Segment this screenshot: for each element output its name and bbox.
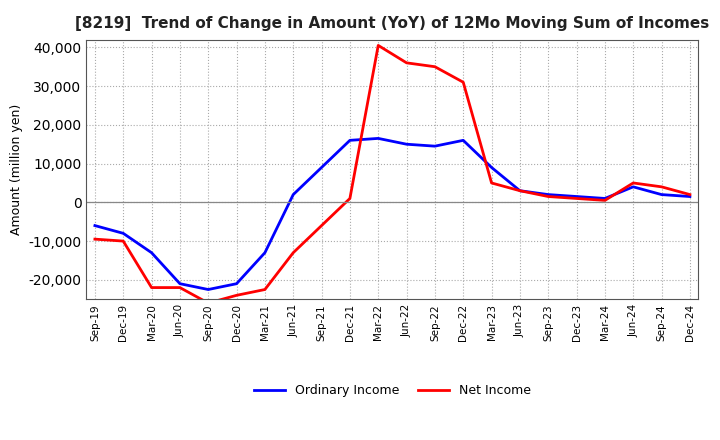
Ordinary Income <box>176 281 184 286</box>
Net Income <box>176 285 184 290</box>
Net Income <box>261 287 269 292</box>
Ordinary Income <box>204 287 212 292</box>
Ordinary Income <box>318 165 326 170</box>
Net Income <box>346 196 354 201</box>
Net Income <box>119 238 127 244</box>
Ordinary Income <box>516 188 524 193</box>
Ordinary Income <box>685 194 694 199</box>
Net Income <box>600 198 609 203</box>
Net Income <box>91 237 99 242</box>
Ordinary Income <box>119 231 127 236</box>
Ordinary Income <box>402 142 411 147</box>
Ordinary Income <box>233 281 241 286</box>
Net Income <box>685 192 694 197</box>
Title: [8219]  Trend of Change in Amount (YoY) of 12Mo Moving Sum of Incomes: [8219] Trend of Change in Amount (YoY) o… <box>76 16 709 32</box>
Ordinary Income <box>572 194 581 199</box>
Y-axis label: Amount (million yen): Amount (million yen) <box>10 104 23 235</box>
Net Income <box>657 184 666 190</box>
Ordinary Income <box>346 138 354 143</box>
Ordinary Income <box>487 165 496 170</box>
Line: Ordinary Income: Ordinary Income <box>95 139 690 290</box>
Net Income <box>516 188 524 193</box>
Ordinary Income <box>657 192 666 197</box>
Net Income <box>148 285 156 290</box>
Net Income <box>629 180 637 186</box>
Net Income <box>544 194 552 199</box>
Net Income <box>233 293 241 298</box>
Ordinary Income <box>544 192 552 197</box>
Ordinary Income <box>431 143 439 149</box>
Ordinary Income <box>148 250 156 255</box>
Legend: Ordinary Income, Net Income: Ordinary Income, Net Income <box>248 379 536 402</box>
Ordinary Income <box>289 192 297 197</box>
Ordinary Income <box>459 138 467 143</box>
Net Income <box>374 43 382 48</box>
Ordinary Income <box>600 196 609 201</box>
Net Income <box>318 223 326 228</box>
Net Income <box>459 80 467 85</box>
Net Income <box>487 180 496 186</box>
Ordinary Income <box>629 184 637 190</box>
Net Income <box>572 196 581 201</box>
Net Income <box>431 64 439 70</box>
Line: Net Income: Net Income <box>95 45 690 303</box>
Net Income <box>289 250 297 255</box>
Ordinary Income <box>261 250 269 255</box>
Ordinary Income <box>91 223 99 228</box>
Ordinary Income <box>374 136 382 141</box>
Net Income <box>402 60 411 66</box>
Net Income <box>204 301 212 306</box>
